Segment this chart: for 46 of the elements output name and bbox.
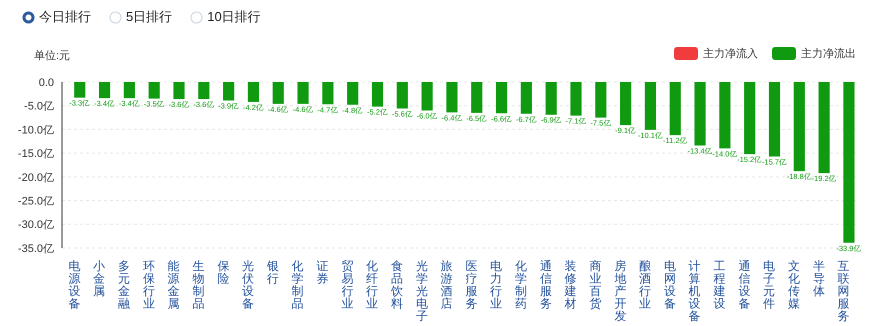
y-tick-label: -15.0亿 xyxy=(18,148,54,160)
x-tick-label: 电网设备 xyxy=(664,259,676,310)
text: 10日排行 xyxy=(207,8,261,26)
x-tick-label: 多元金融 xyxy=(118,259,130,310)
x-tick-label: 贸易行业 xyxy=(341,259,354,310)
x-tick-label: 商业百货 xyxy=(589,259,602,310)
x-tick-label: 化学制药 xyxy=(515,259,528,310)
x-tick-label: 环保行业 xyxy=(142,259,155,310)
text: 5日排行 xyxy=(126,8,172,26)
y-tick-label: -30.0亿 xyxy=(18,219,54,232)
x-tick-label: 通信服务 xyxy=(540,259,552,310)
y-tick-label: -20.0亿 xyxy=(18,172,54,184)
legend-label: 主力净流入 xyxy=(703,46,758,61)
y-tick-label: -25.0亿 xyxy=(18,195,54,208)
x-tick-label: 光伏设备 xyxy=(242,259,254,310)
x-tick-label: 旅游酒店 xyxy=(440,259,453,310)
x-tick-label: 电力行业 xyxy=(490,259,502,310)
x-tick-label: 通信设备 xyxy=(738,259,750,310)
x-tick-label: 互联网服务 xyxy=(838,259,850,323)
x-tick-label: 半导体 xyxy=(812,259,825,298)
y-tick-label: -35.0亿 xyxy=(18,242,54,255)
y-axis-title: 单位:元 xyxy=(34,49,70,63)
y-tick-label: 0.0 xyxy=(38,76,54,89)
x-tick-label: 工程建设 xyxy=(712,259,726,310)
x-tick-label: 光学光电子 xyxy=(416,259,428,323)
x-tick-label: 化纤行业 xyxy=(366,259,378,310)
x-tick-label: 化学制品 xyxy=(292,259,304,310)
x-tick-label: 计算机设备 xyxy=(688,259,701,323)
x-tick-label: 电子元件 xyxy=(763,259,776,310)
x-tick-label: 电源设备 xyxy=(68,259,80,310)
y-tick-label: -5.0亿 xyxy=(24,100,54,113)
x-tick-label: 能源金属 xyxy=(168,259,180,310)
x-tick-label: 房地产开发 xyxy=(613,259,626,323)
x-tick-label: 装修建材 xyxy=(564,259,577,310)
y-tick-label: -10.0亿 xyxy=(18,124,54,136)
x-tick-label: 保险 xyxy=(217,259,230,286)
x-tick-label: 生物制品 xyxy=(192,259,204,310)
text: 今日排行 xyxy=(39,8,91,26)
legend-label: 主力净流出 xyxy=(801,46,856,61)
x-tick-label: 食品饮料 xyxy=(390,259,403,310)
x-tick-label: 银行 xyxy=(266,259,279,286)
x-tick-label: 文化传媒 xyxy=(788,259,800,310)
x-tick-label: 证券 xyxy=(316,259,329,286)
x-tick-label: 酿酒行业 xyxy=(639,259,652,310)
x-tick-label: 医疗服务 xyxy=(465,259,478,310)
x-tick-label: 小金属 xyxy=(93,259,106,298)
